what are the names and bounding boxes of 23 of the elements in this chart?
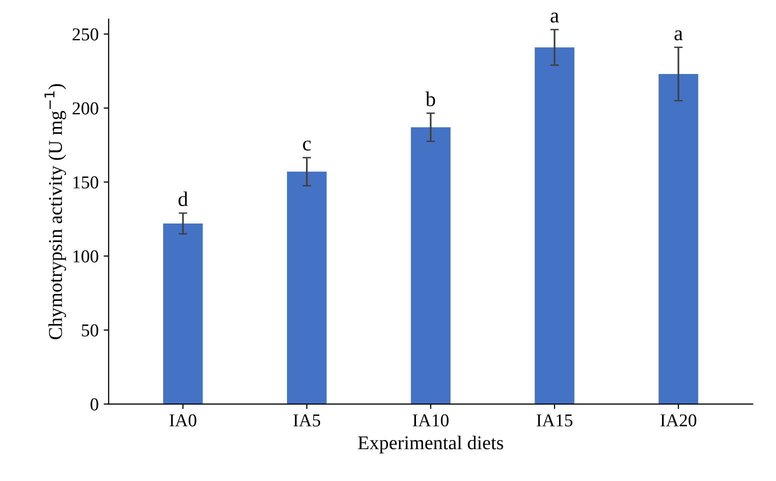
bar: [658, 74, 698, 404]
annotation: d: [178, 191, 188, 206]
bar: [534, 47, 574, 404]
y-axis-title: Chymotrypsin activity (U mg$^{−1}$): [44, 84, 66, 340]
x-tick-label: IA15: [536, 414, 572, 426]
x-tick-label: IA20: [660, 414, 696, 426]
y-tick-label: 200: [72, 102, 98, 114]
x-tick-label: IA5: [293, 414, 320, 426]
bar: [287, 172, 327, 404]
bar: [410, 127, 450, 404]
annotation: c: [302, 140, 311, 151]
y-tick-label: 150: [73, 176, 98, 188]
y-tick-label: 100: [73, 250, 98, 262]
x-tick-label: IA10: [412, 414, 449, 426]
y-tick-label: 0: [90, 398, 98, 410]
x-axis-title: Experimental diets: [358, 436, 504, 454]
annotation: a: [550, 12, 559, 23]
annotation: a: [674, 30, 683, 40]
y-tick-label: 250: [72, 28, 98, 40]
bar: [163, 223, 203, 404]
x-tick-label: IA0: [170, 414, 196, 426]
annotation: b: [425, 92, 436, 106]
y-tick-label: 50: [82, 324, 98, 336]
